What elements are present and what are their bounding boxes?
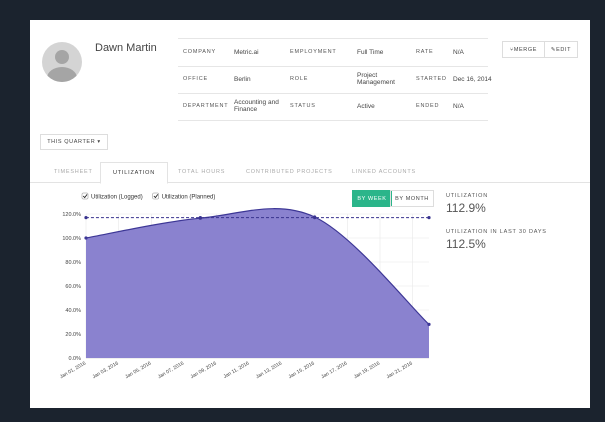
detail-value-cell: Accounting and Finance (234, 93, 286, 119)
stat-value: 112.9% (446, 201, 486, 215)
legend-label: Utilization (Logged) (91, 195, 143, 201)
y-tick-label: 20.0% (65, 332, 81, 338)
detail-label: COMPANY (183, 49, 217, 55)
tab[interactable]: UTILIZATION (100, 162, 169, 184)
x-tick-label: Jan 19, 2016 (353, 360, 381, 380)
detail-label: ROLE (290, 76, 309, 82)
x-tick-label: Jan 01, 2016 (59, 360, 87, 380)
detail-value-cell: N/A (453, 93, 505, 119)
avatar (42, 42, 82, 82)
stat-label: UTILIZATION IN LAST 30 DAYS (446, 229, 547, 235)
view-toggle[interactable]: BY MONTH (390, 190, 434, 207)
detail-value: Full Time (357, 48, 384, 56)
row-divider (178, 66, 488, 67)
row-divider (178, 93, 488, 94)
x-tick-label: Jan 09, 2016 (190, 360, 218, 380)
stat-label: UTILIZATION (446, 193, 489, 199)
detail-value-cell: Metric.ai (234, 39, 286, 65)
y-tick-label: 80.0% (65, 260, 81, 266)
detail-label: STARTED (416, 76, 447, 82)
tab[interactable]: TIMESHEET (54, 169, 93, 175)
action-button[interactable]: ✎ EDIT (544, 41, 578, 58)
y-tick-label: 60.0% (65, 284, 81, 290)
legend-checkbox (81, 192, 89, 200)
tab[interactable]: LINKED ACCOUNTS (352, 169, 416, 175)
logged-area (86, 208, 429, 358)
detail-value-cell: N/A (453, 39, 505, 65)
detail-label: DEPARTMENT (183, 103, 229, 109)
x-tick-label: Jan 11, 2016 (223, 360, 251, 380)
detail-label: OFFICE (183, 76, 208, 82)
stat-value: 112.5% (446, 237, 486, 251)
detail-label: ENDED (416, 103, 440, 109)
y-tick-label: 0.0% (68, 356, 81, 362)
period-label: THIS QUARTER (47, 139, 96, 145)
detail-label: STATUS (290, 103, 316, 109)
detail-label: EMPLOYMENT (290, 49, 337, 55)
detail-value: Accounting and Finance (234, 99, 279, 113)
x-tick-label: Jan 15, 2016 (288, 360, 316, 380)
x-tick-label: Jan 07, 2016 (157, 360, 185, 380)
checkmark (82, 194, 88, 199)
logged-line (85, 208, 430, 325)
data-point (84, 216, 88, 220)
detail-value: Dec 16, 2014 (453, 75, 492, 83)
data-point (313, 216, 317, 220)
data-point (198, 216, 202, 220)
action-label: EDIT (556, 46, 572, 53)
y-tick-label: 120.0% (62, 212, 81, 218)
view-toggle[interactable]: BY WEEK (352, 190, 392, 207)
detail-value-cell: Dec 16, 2014 (453, 66, 505, 92)
row-divider (178, 120, 488, 121)
detail-value: Berlin (234, 75, 251, 83)
data-point (84, 236, 88, 240)
action-label: MERGE (513, 46, 538, 53)
checkmark (153, 194, 159, 199)
x-tick-label: Jan 17, 2016 (320, 360, 348, 380)
detail-value: Metric.ai (234, 48, 259, 56)
detail-value-cell: Berlin (234, 66, 286, 92)
tab[interactable]: CONTRIBUTED PROJECTS (246, 169, 333, 175)
user-name: Dawn Martin (95, 42, 157, 54)
tab[interactable]: TOTAL HOURS (178, 169, 226, 175)
data-point (427, 322, 431, 326)
y-tick-label: 100.0% (62, 236, 81, 242)
detail-label: RATE (416, 49, 434, 55)
x-tick-label: Jan 05, 2016 (124, 360, 152, 380)
detail-value: N/A (453, 48, 464, 56)
detail-value: Project Management (357, 72, 395, 86)
detail-value-cell: Project Management (357, 66, 409, 92)
y-tick-label: 40.0% (65, 308, 81, 314)
row-divider (178, 38, 488, 39)
legend-checkbox (152, 192, 159, 200)
detail-value-cell: Full Time (357, 39, 409, 65)
detail-value: N/A (453, 102, 464, 110)
data-point (427, 216, 431, 220)
x-tick-label: Jan 13, 2016 (255, 360, 283, 380)
detail-value-cell: Active (357, 93, 409, 119)
x-tick-label: Jan 03, 2016 (92, 360, 120, 380)
x-tick-label: Jan 21, 2016 (386, 360, 414, 380)
legend-label: Utilization (Planned) (162, 195, 216, 201)
period-select[interactable]: THIS QUARTER ▾ (40, 134, 108, 150)
detail-value: Active (357, 102, 375, 110)
